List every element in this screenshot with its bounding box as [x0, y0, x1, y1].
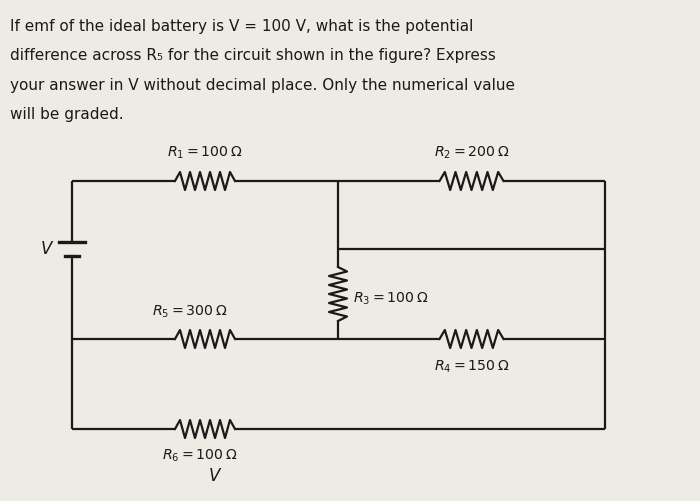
Text: $R_2=200\,\Omega$: $R_2=200\,\Omega$: [434, 145, 509, 161]
Text: $R_4=150\,\Omega$: $R_4=150\,\Omega$: [434, 359, 509, 375]
Text: If emf of the ideal battery is V = 100 V, what is the potential: If emf of the ideal battery is V = 100 V…: [10, 19, 473, 34]
Text: $V$: $V$: [40, 240, 54, 258]
Text: $V$: $V$: [208, 467, 222, 485]
Text: $R_1=100\,\Omega$: $R_1=100\,\Omega$: [167, 145, 243, 161]
Text: $R_3=100\,\Omega$: $R_3=100\,\Omega$: [353, 291, 428, 307]
Text: difference across R₅ for the circuit shown in the figure? Express: difference across R₅ for the circuit sho…: [10, 49, 496, 64]
Text: $R_6=100\,\Omega$: $R_6=100\,\Omega$: [162, 448, 238, 464]
Text: will be graded.: will be graded.: [10, 108, 124, 123]
Text: your answer in V without decimal place. Only the numerical value: your answer in V without decimal place. …: [10, 78, 515, 93]
Text: $R_5=300\,\Omega$: $R_5=300\,\Omega$: [153, 304, 228, 320]
